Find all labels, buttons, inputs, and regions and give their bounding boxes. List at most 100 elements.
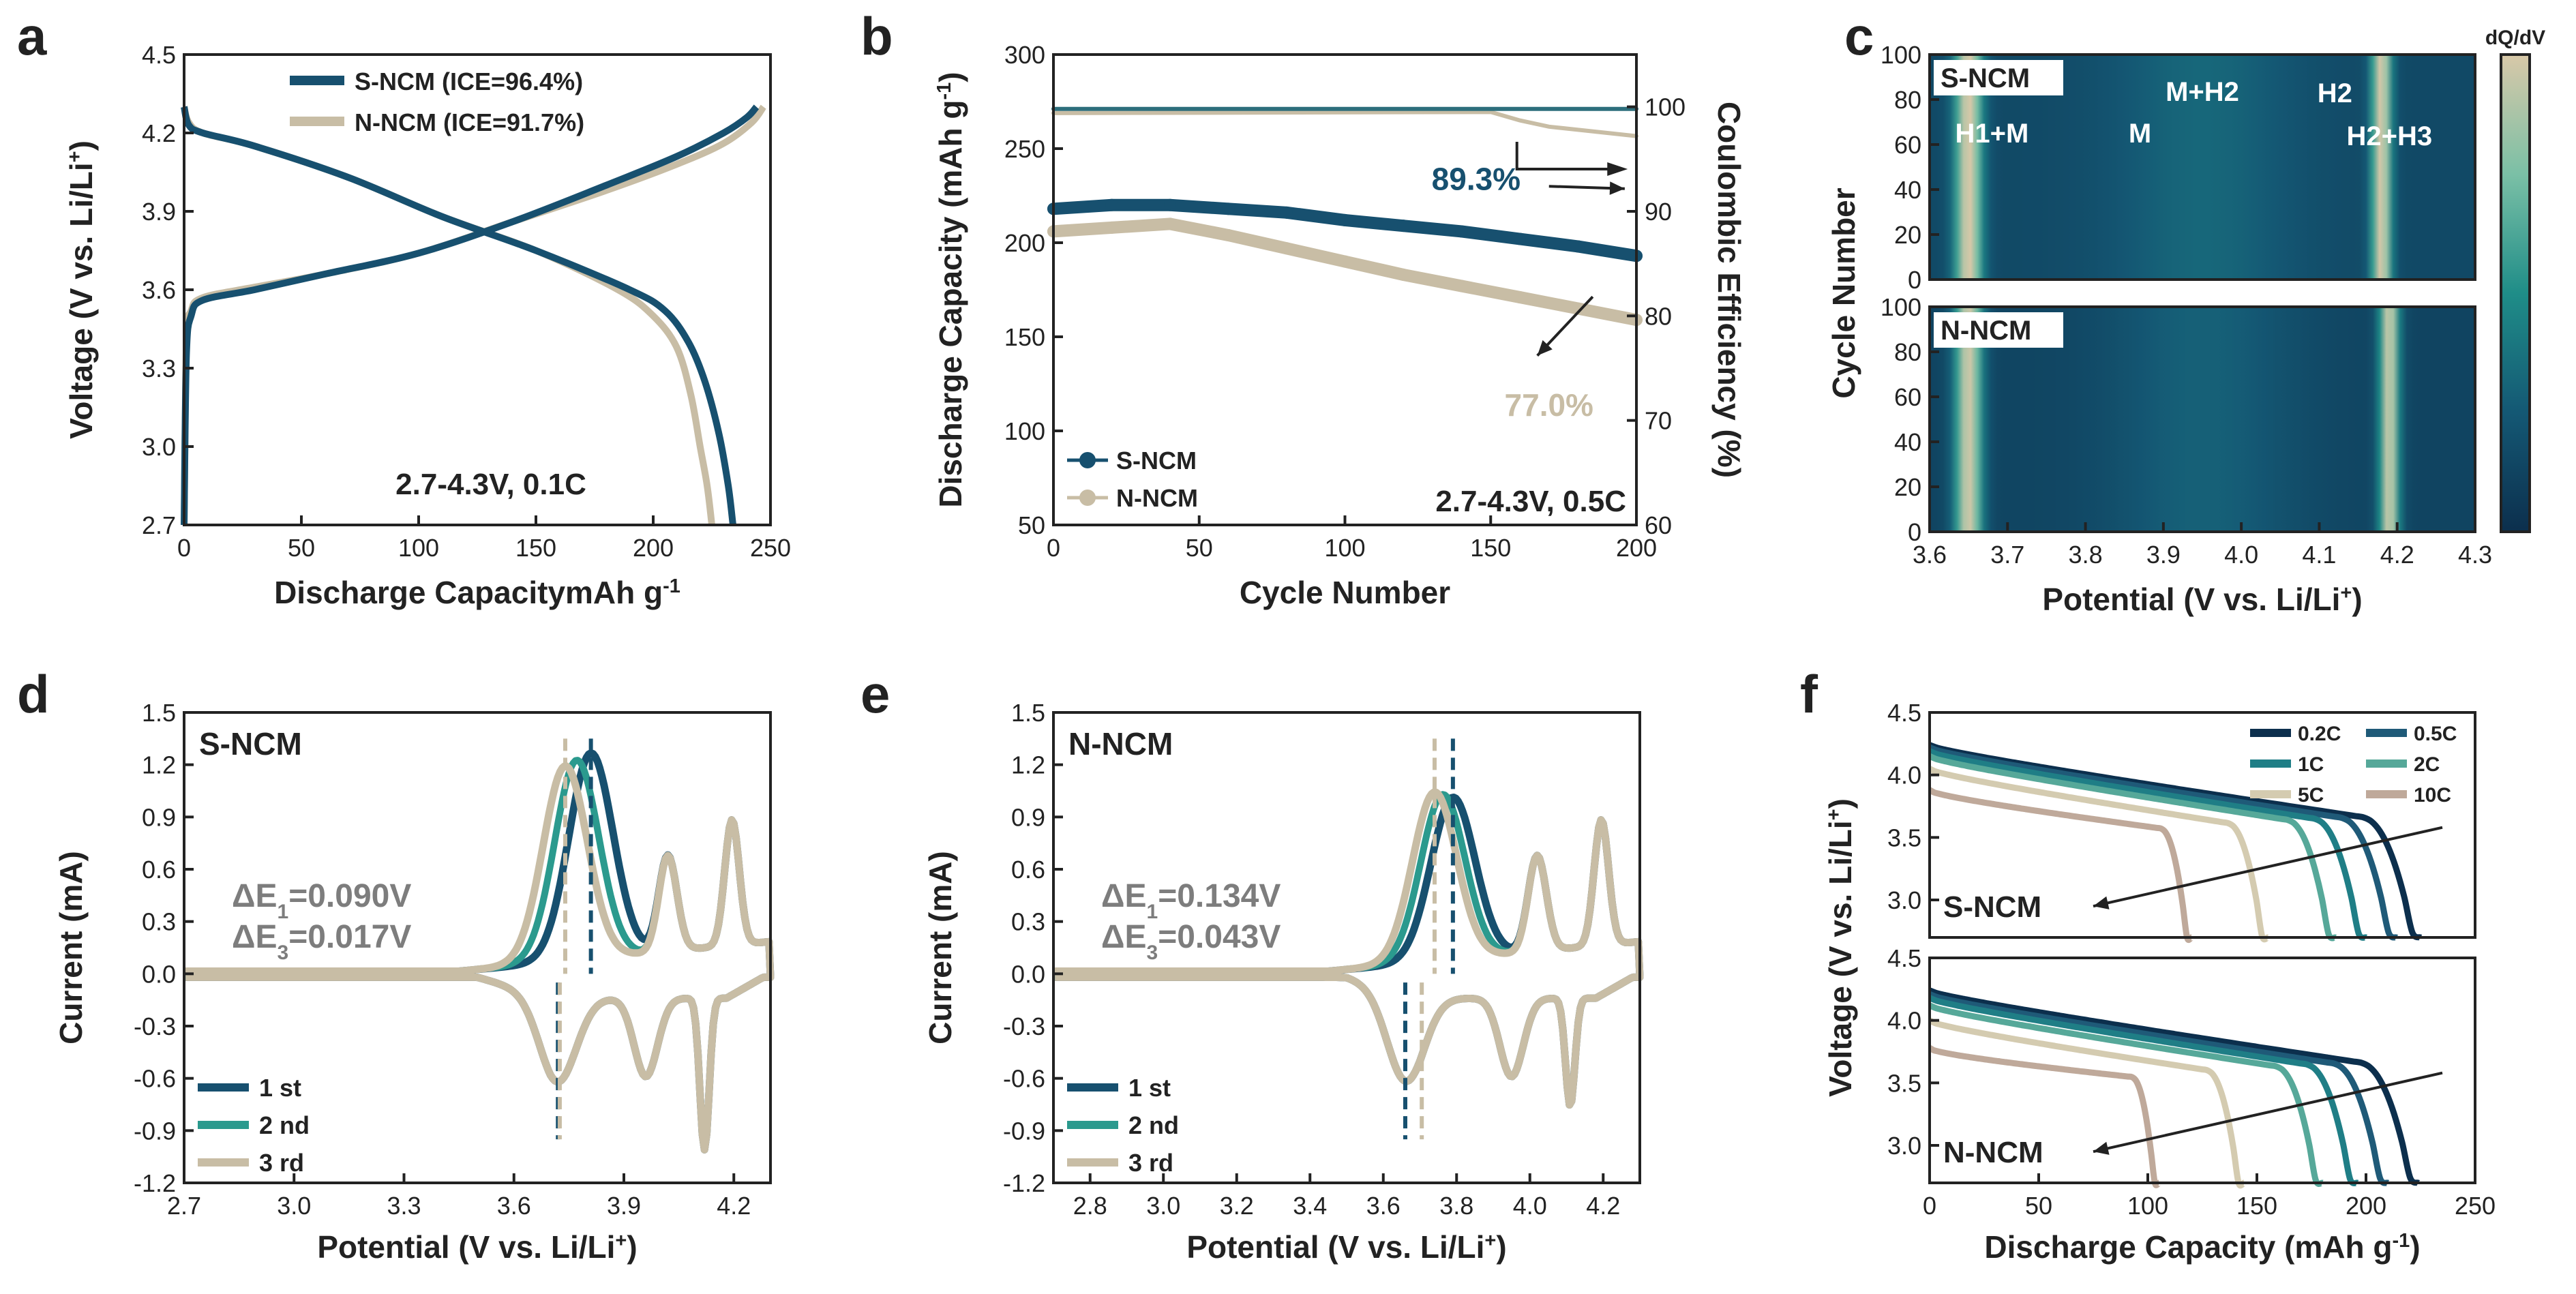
- chart_data.3-xtick-label-4: 3.9: [607, 1192, 641, 1220]
- panel-d-delta-e1-part: ΔE: [232, 878, 278, 914]
- panel-d-delta-e1-part: 1: [278, 901, 289, 923]
- panel-f-frame-0: [1928, 711, 2476, 939]
- panel-f-series-6: [1928, 987, 2421, 1186]
- panel-f-xlabel: Discharge Capacity (mAh g-1): [1984, 1229, 2420, 1265]
- panel-b-point-0-8: [1514, 232, 1526, 245]
- chart_data.5-xtick-label-5: 250: [2455, 1192, 2496, 1220]
- chart_data.1-y2tick-label-2: 80: [1645, 302, 1672, 330]
- panel-a-xlabel-part: -1: [663, 575, 680, 597]
- panel-c-phase-label-1: M: [2129, 119, 2151, 149]
- chart_data.4-xtick-label-6: 4.0: [1513, 1192, 1547, 1220]
- chart_data.5-ytick-label-3: 4.5: [1887, 699, 1921, 727]
- panel-f-legend-label-1: 0.5C: [2414, 723, 2457, 745]
- panel-e-legend-label-1: 2 nd: [1128, 1111, 1179, 1139]
- panel-d-xlabel-part: Potential (V vs. Li/Li: [317, 1229, 615, 1265]
- panel-c-xlabel-rich: Potential (V vs. Li/Li+): [2042, 582, 2362, 617]
- chart_data.1-xtick-label-0: 0: [1047, 534, 1060, 562]
- panel-b-point-0-2: [1164, 198, 1176, 211]
- chart_data.5-ytick-label-1: 3.5: [1887, 1069, 1921, 1097]
- chart_data.0-xtick-label-0: 0: [177, 534, 191, 562]
- panel-f-frame-1: [1928, 957, 2476, 1184]
- panel-c-colorbar: [2500, 53, 2531, 533]
- panel-c-phase-label-4: H2+H3: [2346, 121, 2432, 151]
- panel-b-arrow-s-head: [1609, 181, 1625, 195]
- panel-b-point-0-9: [1572, 240, 1585, 253]
- chart_data.0-xtick-label-3: 150: [515, 534, 556, 562]
- chart_data.2-xtick-label-4: 4.0: [2224, 541, 2258, 569]
- panel-d-delta-e3: ΔE3=0.017V: [232, 919, 411, 964]
- panel-b-ylabel: Discharge Capacity (mAh g-1): [933, 72, 968, 507]
- panel-e-delta-e1-part: =0.134V: [1158, 878, 1280, 914]
- chart_data.3-xtick-label-0: 2.7: [167, 1192, 201, 1220]
- chart_data.5-ytick-label-0: 3.0: [1887, 1132, 1921, 1160]
- panel-a-ylabel-part: +: [64, 151, 86, 162]
- panel-e-delta-e1-part: 1: [1147, 901, 1158, 923]
- chart_data.0-ytick-label-2: 3.3: [142, 355, 176, 382]
- panel-a-ylabel-part: ): [63, 140, 99, 151]
- panel-f-series-2: [1928, 748, 2367, 941]
- panel-d-legend-label-2: 3 rd: [259, 1149, 304, 1177]
- panel-f-trend-arrow-1-head: [2093, 1141, 2110, 1155]
- chart_data.2-xtick-label-7: 4.3: [2458, 541, 2492, 569]
- panel-c-phase-label-0: H1+M: [1956, 119, 2029, 149]
- panel-b-point-1-7: [1455, 280, 1468, 292]
- chart_data.5-xtick-label-0: 0: [1923, 1192, 1936, 1220]
- panel-a-condition: 2.7-4.3V, 0.1C: [395, 468, 586, 501]
- panel-e-frame: [1052, 711, 1641, 1184]
- panel-a-ylabel: Voltage (V vs. Li/Li+): [63, 140, 99, 439]
- chart_data.1-ytick-label-1: 100: [1004, 417, 1045, 445]
- panel-f-legend-label-2: 1C: [2298, 753, 2324, 776]
- panel-a-legend-label-1: N-NCM (ICE=91.7%): [355, 108, 584, 136]
- panel-e-legend-label-0: 1 st: [1128, 1074, 1171, 1102]
- panel-b-ce-axis-arrow-head: [1607, 162, 1628, 176]
- panel-c-xlabel-rich-part: ): [2352, 582, 2362, 617]
- panel-b-legend-marker-1: [1079, 490, 1096, 506]
- chart_data.2-ytick-label-3: 60: [1894, 383, 1921, 411]
- panel-b-ylabel-right: Coulombic Efficiency (%): [1711, 102, 1747, 478]
- chart_data.4-ytick-label-3: -0.3: [1003, 1012, 1045, 1040]
- chart_data.0-xtick-label-1: 50: [288, 534, 315, 562]
- chart_data.3-ytick-label-5: 0.3: [142, 908, 176, 936]
- chart_data.4-xtick-label-5: 3.8: [1439, 1192, 1473, 1220]
- chart_data.5-xtick-label-4: 200: [2346, 1192, 2386, 1220]
- panel-e-delta-e3: ΔE3=0.043V: [1101, 919, 1280, 964]
- panel-f-series-10: [1928, 1017, 2246, 1189]
- panel-b-ylabel-part: -1: [933, 82, 955, 100]
- panel-f-ylabel-part: ): [1823, 798, 1858, 809]
- panel-e-delta-e1: ΔE1=0.134V: [1101, 878, 1280, 923]
- chart_data.4-ytick-label-7: 0.9: [1011, 803, 1045, 831]
- panel-e-legend-label-2: 3 rd: [1128, 1149, 1173, 1177]
- chart_data.5-ytick-label-3: 4.5: [1887, 944, 1921, 972]
- panel-b-legend-label-1: N-NCM: [1116, 484, 1198, 512]
- panel-f-sample-label-1: N-NCM: [1943, 1136, 2043, 1169]
- chart_data.2-xtick-label-0: 3.6: [1913, 541, 1947, 569]
- chart_data.4-ytick-label-4: 0.0: [1011, 960, 1045, 988]
- panel-f-legend-label-4: 5C: [2298, 784, 2324, 807]
- chart_data.1-y2tick-label-4: 100: [1645, 93, 1686, 121]
- panel-b-series-3: [1051, 110, 1638, 138]
- panel-f-series-11: [1928, 1045, 2161, 1188]
- panel-f-trend-arrow-0-shaft: [2093, 826, 2443, 908]
- panel-a-xlabel: Discharge CapacitymAh g-1: [274, 575, 680, 610]
- panel-f-legend-label-5: 10C: [2414, 784, 2451, 807]
- chart_data.2-ytick-label-4: 80: [1894, 86, 1921, 114]
- panel-c-sample-label-0: S-NCM: [1941, 63, 2030, 93]
- panel-d-delta-e1: ΔE1=0.090V: [232, 878, 411, 923]
- panel-d-delta-e1-part: =0.090V: [288, 878, 411, 914]
- panel-f-ylabel: Voltage (V vs. Li/Li+): [1823, 798, 1858, 1097]
- chart_data.5-xtick-label-1: 50: [2025, 1192, 2052, 1220]
- panel-e-title: N-NCM: [1068, 726, 1173, 762]
- chart_data.0-xtick-label-4: 200: [633, 534, 674, 562]
- panel-b-point-1-8: [1514, 291, 1526, 304]
- chart_data.4-ytick-label-5: 0.3: [1011, 908, 1045, 936]
- panel-d-legend-label-1: 2 nd: [259, 1111, 310, 1139]
- panel-e-xlabel-part: ): [1496, 1229, 1506, 1265]
- chart_data.2-ytick-label-0: 0: [1908, 518, 1921, 546]
- chart_data.1-ytick-label-3: 200: [1004, 229, 1045, 257]
- chart_data.1-xtick-label-1: 50: [1186, 534, 1213, 562]
- chart_data.4-xtick-label-0: 2.8: [1073, 1192, 1107, 1220]
- chart_data.0-ytick-label-1: 3.0: [142, 433, 176, 461]
- panel-a-series-2: [181, 104, 766, 526]
- chart_data.1-ytick-label-5: 300: [1004, 41, 1045, 69]
